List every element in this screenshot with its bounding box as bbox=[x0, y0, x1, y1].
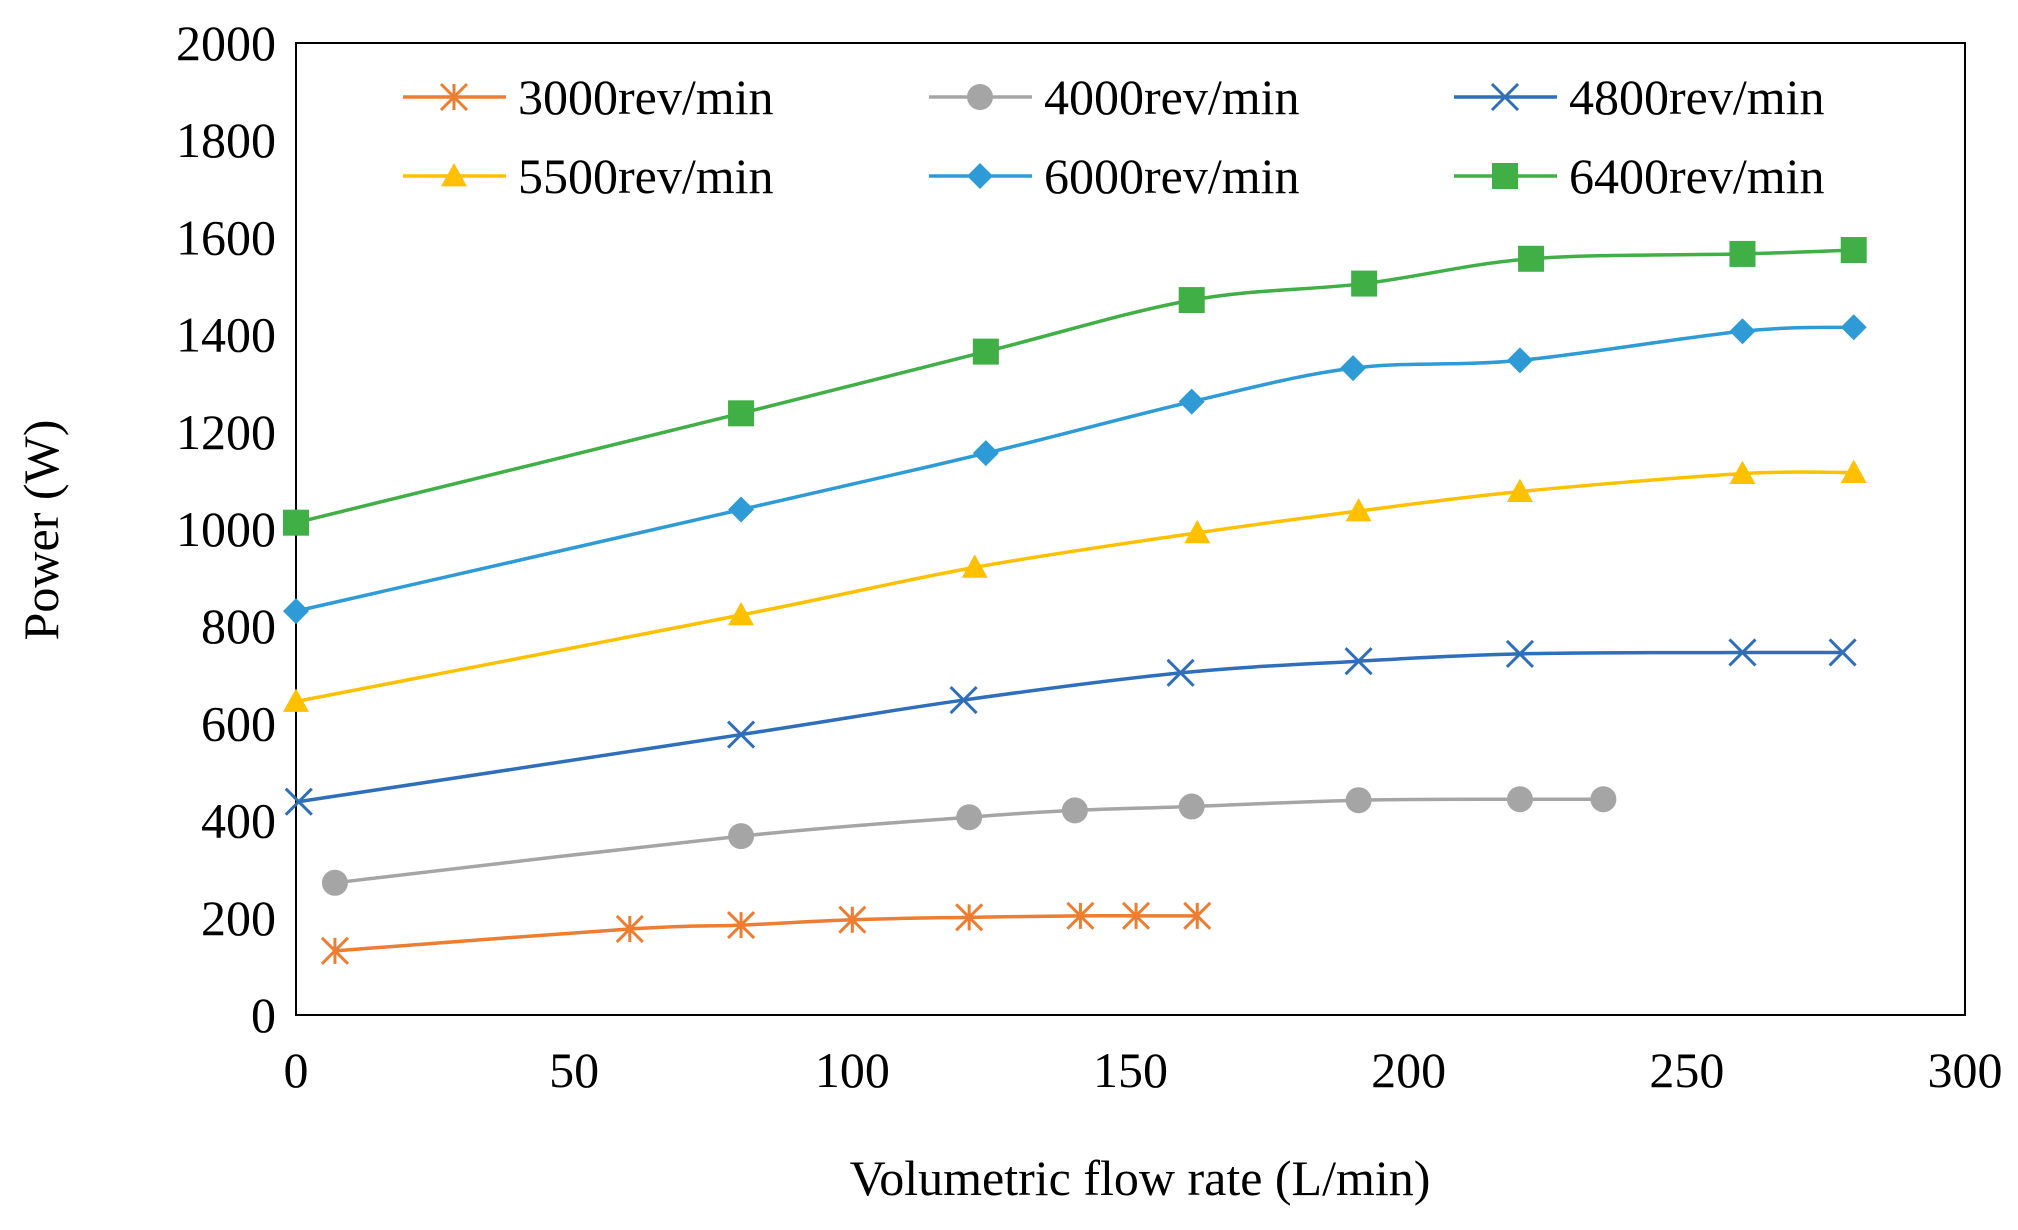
legend-item: 3000rev/min bbox=[403, 69, 774, 125]
asterisk-marker bbox=[439, 82, 469, 112]
diamond-marker bbox=[1729, 318, 1756, 345]
circle-marker bbox=[1345, 787, 1372, 814]
x-marker bbox=[949, 686, 978, 715]
series-6000rev-min bbox=[283, 314, 1867, 625]
square-marker bbox=[1351, 270, 1378, 297]
legend-item: 6000rev/min bbox=[929, 148, 1300, 204]
y-tick-label: 2000 bbox=[176, 15, 276, 71]
circle-marker bbox=[1061, 797, 1088, 824]
circle-marker bbox=[1178, 793, 1205, 820]
legend-label: 3000rev/min bbox=[518, 69, 774, 125]
legend-label: 6400rev/min bbox=[1569, 148, 1825, 204]
y-tick-label: 400 bbox=[201, 793, 276, 849]
x-tick-label: 0 bbox=[284, 1042, 309, 1098]
diamond-marker bbox=[1340, 355, 1367, 382]
triangle-marker bbox=[1345, 498, 1372, 522]
circle-marker bbox=[956, 804, 983, 831]
square-marker bbox=[972, 338, 999, 365]
legend-item: 4800rev/min bbox=[1454, 69, 1825, 125]
diamond-marker bbox=[1506, 347, 1533, 374]
y-tick-label: 800 bbox=[201, 598, 276, 654]
circle-marker bbox=[1590, 786, 1617, 813]
square-marker bbox=[283, 509, 309, 536]
circle-marker bbox=[1506, 786, 1533, 813]
x-marker bbox=[1728, 638, 1757, 667]
series-4000rev-min bbox=[321, 786, 1617, 896]
asterisk-marker bbox=[727, 911, 756, 940]
square-marker bbox=[1518, 245, 1545, 272]
triangle-marker bbox=[1840, 459, 1867, 484]
series-5500rev-min bbox=[283, 459, 1867, 712]
series-line bbox=[334, 913, 1198, 953]
triangle-marker bbox=[961, 554, 988, 578]
asterisk-marker bbox=[320, 936, 350, 965]
legend-label: 5500rev/min bbox=[518, 148, 774, 204]
series-line bbox=[298, 650, 1843, 804]
triangle-marker bbox=[1729, 460, 1756, 484]
y-tick-label: 600 bbox=[201, 695, 276, 751]
x-axis-label: Volumetric flow rate (L/min) bbox=[850, 1150, 1431, 1206]
x-marker bbox=[727, 720, 756, 749]
diamond-marker bbox=[972, 440, 999, 467]
diamond-marker bbox=[1178, 388, 1205, 415]
x-marker bbox=[284, 787, 313, 816]
triangle-marker bbox=[441, 163, 467, 187]
square-marker bbox=[1840, 237, 1867, 264]
y-tick-label: 200 bbox=[201, 890, 276, 946]
asterisk-marker bbox=[1121, 901, 1151, 930]
x-tick-label: 150 bbox=[1093, 1042, 1168, 1098]
y-tick-label: 1200 bbox=[176, 404, 276, 460]
asterisk-marker bbox=[1066, 901, 1095, 930]
triangle-marker bbox=[728, 602, 755, 626]
x-tick-label: 250 bbox=[1649, 1042, 1724, 1098]
legend-item: 4000rev/min bbox=[929, 69, 1300, 125]
legend-item: 5500rev/min bbox=[403, 148, 774, 204]
x-marker bbox=[1828, 638, 1857, 667]
series-3000rev-min bbox=[320, 901, 1212, 965]
asterisk-marker bbox=[1183, 901, 1212, 930]
x-marker bbox=[1166, 658, 1195, 687]
diamond-marker bbox=[728, 496, 755, 523]
x-marker bbox=[1490, 82, 1520, 112]
triangle-marker bbox=[283, 688, 309, 712]
asterisk-marker bbox=[615, 914, 644, 944]
square-marker bbox=[1178, 287, 1205, 314]
triangle-marker bbox=[1184, 519, 1211, 544]
diamond-marker bbox=[1840, 314, 1867, 341]
series-6400rev-min bbox=[283, 237, 1867, 536]
y-tick-label: 0 bbox=[251, 987, 276, 1043]
circle-marker bbox=[728, 823, 755, 850]
x-marker bbox=[1344, 647, 1373, 676]
square-marker bbox=[728, 400, 755, 427]
square-marker bbox=[1492, 163, 1518, 189]
y-tick-label: 1400 bbox=[176, 307, 276, 363]
legend-label: 4000rev/min bbox=[1044, 69, 1300, 125]
series-line bbox=[295, 470, 1854, 704]
series-4800rev-min bbox=[284, 638, 1857, 816]
y-tick-label: 1600 bbox=[176, 209, 276, 265]
circle-marker bbox=[967, 84, 993, 110]
x-marker bbox=[1505, 639, 1534, 668]
x-tick-label: 50 bbox=[549, 1042, 599, 1098]
triangle-marker bbox=[1506, 478, 1533, 502]
legend-label: 4800rev/min bbox=[1569, 69, 1825, 125]
asterisk-marker bbox=[955, 903, 984, 932]
x-tick-label: 200 bbox=[1371, 1042, 1446, 1098]
y-tick-label: 1000 bbox=[176, 501, 276, 557]
asterisk-marker bbox=[838, 905, 867, 934]
x-tick-label: 300 bbox=[1928, 1042, 2003, 1098]
circle-marker bbox=[321, 869, 348, 896]
y-tick-label: 1800 bbox=[176, 112, 276, 168]
square-marker bbox=[1729, 240, 1756, 267]
series-line bbox=[295, 325, 1854, 613]
x-tick-label: 100 bbox=[815, 1042, 890, 1098]
y-axis-label: Power (W) bbox=[13, 420, 69, 641]
diamond-marker bbox=[283, 598, 309, 625]
legend-item: 6400rev/min bbox=[1454, 148, 1825, 204]
diamond-marker bbox=[967, 163, 993, 189]
legend-label: 6000rev/min bbox=[1044, 148, 1300, 204]
